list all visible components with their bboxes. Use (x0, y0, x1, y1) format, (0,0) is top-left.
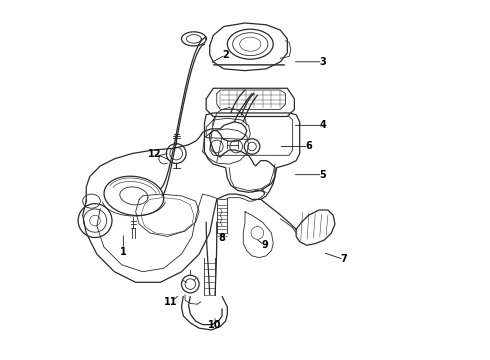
Text: 7: 7 (341, 255, 347, 264)
Text: 5: 5 (319, 170, 326, 180)
Text: 10: 10 (208, 320, 222, 330)
Text: 3: 3 (319, 57, 326, 67)
Text: 9: 9 (261, 240, 268, 250)
Text: 12: 12 (148, 149, 162, 158)
Text: 4: 4 (319, 120, 326, 130)
Text: 11: 11 (164, 297, 178, 307)
Text: 6: 6 (305, 141, 312, 152)
Text: 2: 2 (222, 50, 229, 60)
Text: 1: 1 (120, 247, 126, 257)
Text: 8: 8 (219, 233, 225, 243)
